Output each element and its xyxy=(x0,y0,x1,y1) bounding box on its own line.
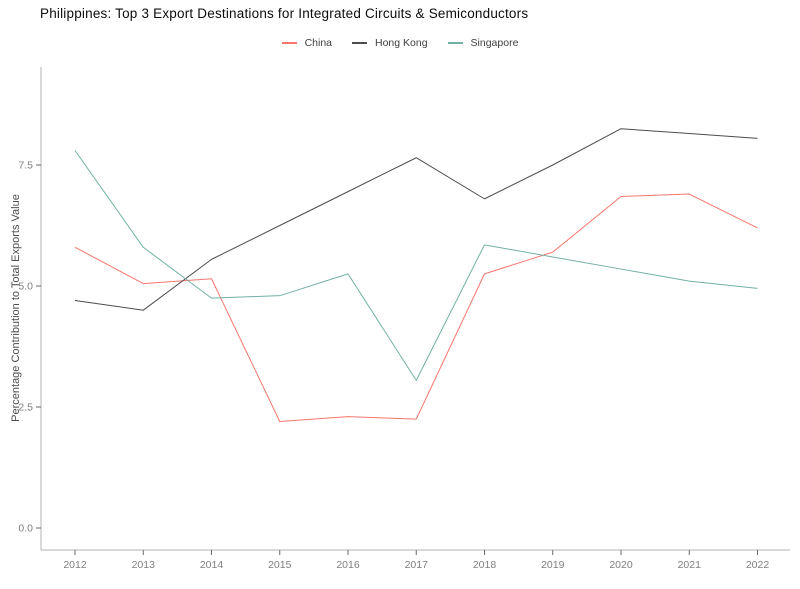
legend-item-hong-kong: Hong Kong xyxy=(352,37,428,49)
legend-swatch-singapore xyxy=(447,42,463,44)
x-tick-label: 2015 xyxy=(268,559,292,571)
x-tick-label: 2016 xyxy=(336,559,360,571)
x-tick-label: 2014 xyxy=(200,559,224,571)
x-tick-label: 2017 xyxy=(405,559,429,571)
legend-swatch-china xyxy=(281,42,297,44)
legend-swatch-hong-kong xyxy=(352,42,367,44)
y-tick-label: 0.0 xyxy=(18,523,33,535)
legend-label: Hong Kong xyxy=(375,37,428,49)
legend-label: China xyxy=(304,37,332,49)
y-tick-label: 5.0 xyxy=(18,281,33,293)
chart-title: Philippines: Top 3 Export Destinations f… xyxy=(40,6,529,21)
legend-item-china: China xyxy=(281,37,332,49)
x-tick-label: 2013 xyxy=(132,559,156,571)
y-tick-label: 7.5 xyxy=(18,160,33,172)
x-tick-label: 2020 xyxy=(609,559,633,571)
y-tick-label: 2.5 xyxy=(18,402,33,414)
x-tick-label: 2012 xyxy=(63,559,87,571)
series-line-china xyxy=(74,193,758,423)
legend-label: Singapore xyxy=(470,37,519,49)
series-line-singapore xyxy=(74,150,758,381)
series-line-hong-kong xyxy=(74,128,758,311)
x-tick-label: 2019 xyxy=(541,559,565,571)
legend-item-singapore: Singapore xyxy=(447,37,519,49)
x-tick-label: 2021 xyxy=(678,559,702,571)
chart-legend: China Hong Kong Singapore xyxy=(0,37,800,49)
x-tick-label: 2022 xyxy=(746,559,770,571)
x-tick-label: 2018 xyxy=(473,559,497,571)
